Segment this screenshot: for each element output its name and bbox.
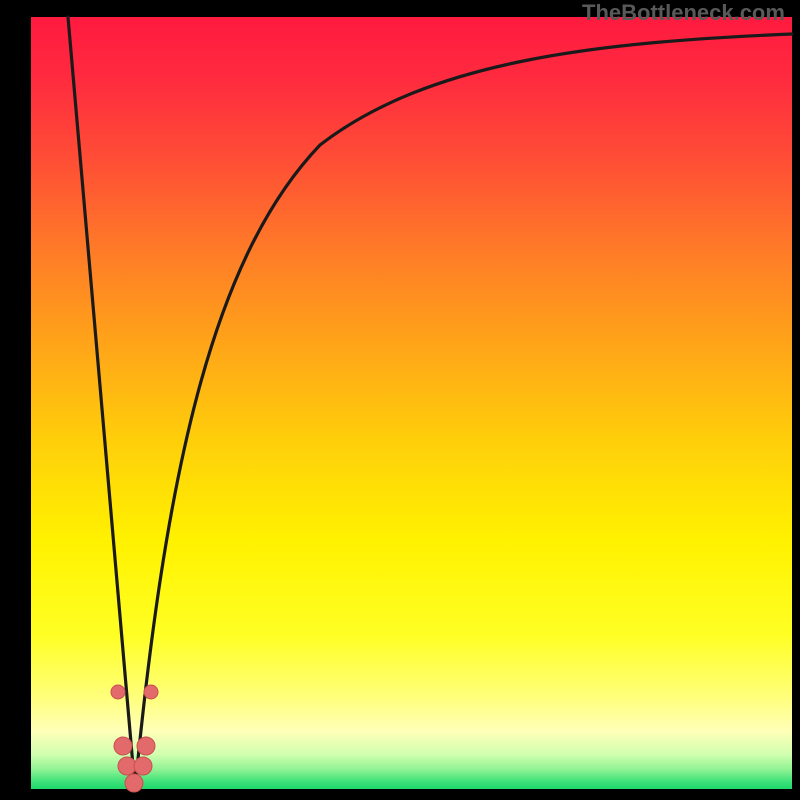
- watermark-text: TheBottleneck.com: [582, 0, 785, 26]
- curve-overlay: [0, 0, 800, 800]
- data-marker: [118, 757, 136, 775]
- data-marker: [134, 757, 152, 775]
- bottleneck-curve: [68, 17, 792, 789]
- data-marker: [125, 774, 143, 792]
- data-marker: [114, 737, 132, 755]
- bottleneck-chart: TheBottleneck.com: [0, 0, 800, 800]
- data-marker: [137, 737, 155, 755]
- data-marker: [144, 685, 158, 699]
- data-marker: [111, 685, 125, 699]
- marker-group: [111, 685, 158, 792]
